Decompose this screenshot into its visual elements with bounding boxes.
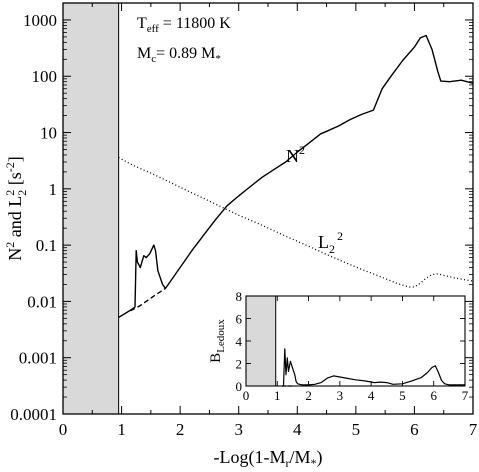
series-label-l2-main: L xyxy=(318,232,329,252)
series-line-1 xyxy=(130,287,166,312)
inset-x-tick-label-5: 5 xyxy=(399,388,406,403)
inset-x-tick-label-1: 1 xyxy=(274,388,281,403)
series-label-n2: N2 xyxy=(286,143,305,166)
x-tick-label-4: 4 xyxy=(293,420,302,439)
inset-y-axis-label-sub: Ledoux xyxy=(215,319,227,353)
series-line-0 xyxy=(118,34,474,319)
inset-y-tick-label-2: 4 xyxy=(236,334,243,349)
annotation-mc: Mc= 0.89 M* xyxy=(137,45,221,65)
y-tick-label-3: 0.1 xyxy=(36,236,57,255)
x-tick-label-6: 6 xyxy=(410,420,419,439)
y-axis-label-l-sup: 2 xyxy=(3,190,17,196)
inset-x-tick-label-0: 0 xyxy=(243,388,250,403)
series-label-l2-sup: 2 xyxy=(337,229,343,243)
x-axis-label-main: -Log(1-M xyxy=(214,447,286,468)
inset-plot: 0 1 2 3 4 5 6 7 0 2 4 6 8 BLedoux xyxy=(208,289,469,403)
series-line-2 xyxy=(118,156,474,288)
x-axis-label: -Log(1-Mr/M*) xyxy=(214,447,323,470)
x-tick-label-0: 0 xyxy=(59,420,68,439)
y-axis-label-n-sup: 2 xyxy=(3,242,17,248)
x-tick-label-5: 5 xyxy=(352,420,361,439)
series-label-l2: L22 xyxy=(318,229,343,256)
y-axis-label-units-close: ] xyxy=(5,156,25,162)
y-tick-label-4: 1 xyxy=(49,180,58,199)
shaded-region xyxy=(63,3,119,414)
x-tick-label-3: 3 xyxy=(234,420,243,439)
inset-y-axis-label-main: B xyxy=(208,353,224,363)
annotation-teff-sub: eff xyxy=(147,23,159,35)
y-axis-label-and-l: and L xyxy=(5,196,25,242)
inset-background xyxy=(246,296,465,386)
x-axis-label-end: ) xyxy=(317,447,323,468)
annotation-mc-main: M xyxy=(137,45,151,62)
inset-x-tick-label-6: 6 xyxy=(430,388,437,403)
y-tick-label-5: 10 xyxy=(40,124,57,143)
y-tick-label-1: 0.001 xyxy=(19,349,57,368)
x-axis-label-tail: /M xyxy=(289,447,310,467)
series-label-n2-main: N xyxy=(286,146,299,166)
y-tick-label-6: 100 xyxy=(32,67,58,86)
y-axis-label-units-open: [s xyxy=(5,172,25,190)
x-axis-label-star: * xyxy=(311,456,317,470)
inset-y-tick-label-3: 6 xyxy=(236,312,243,327)
series-label-l2-sub: 2 xyxy=(329,242,335,256)
series-label-n2-sup: 2 xyxy=(299,143,305,157)
inset-x-tick-label-2: 2 xyxy=(305,388,312,403)
x-tick-label-2: 2 xyxy=(176,420,185,439)
inset-x-tick-label-4: 4 xyxy=(368,388,375,403)
inset-y-tick-label-0: 0 xyxy=(236,379,243,394)
inset-series-line-0 xyxy=(282,348,465,387)
annotation-mc-sub: c xyxy=(151,53,156,65)
y-axis-label-n: N xyxy=(5,248,25,261)
y-axis-label-units-sup: -2 xyxy=(3,162,17,172)
y-axis-label-l-sub: 2 xyxy=(15,190,29,196)
y-tick-label-2: 0.01 xyxy=(27,292,57,311)
annotation-teff-main: T xyxy=(137,15,147,32)
inset-y-tick-label-1: 2 xyxy=(236,357,243,372)
inset-y-tick-label-4: 8 xyxy=(236,289,243,304)
annotation-teff-rest: = 11800 K xyxy=(159,15,231,32)
inset-y-axis-label: BLedoux xyxy=(208,319,227,363)
annotation-mc-star: * xyxy=(215,53,221,65)
inset-x-tick-label-3: 3 xyxy=(337,388,344,403)
annotation-teff: Teff = 11800 K xyxy=(137,15,231,35)
y-axis-label: N2 and L22 [s-2] xyxy=(3,156,29,260)
y-tick-label-7: 1000 xyxy=(23,11,57,30)
inset-x-tick-label-7: 7 xyxy=(462,388,469,403)
y-tick-label-0: 0.0001 xyxy=(10,405,57,424)
x-tick-label-1: 1 xyxy=(117,420,126,439)
annotation-mc-rest: = 0.89 M xyxy=(156,45,215,62)
x-tick-label-7: 7 xyxy=(469,420,478,439)
main-plot: 0 1 2 3 4 5 6 70.00010.0010.010.11101001000-Log… xyxy=(3,2,478,470)
x-axis-label-sub: r xyxy=(285,456,289,470)
